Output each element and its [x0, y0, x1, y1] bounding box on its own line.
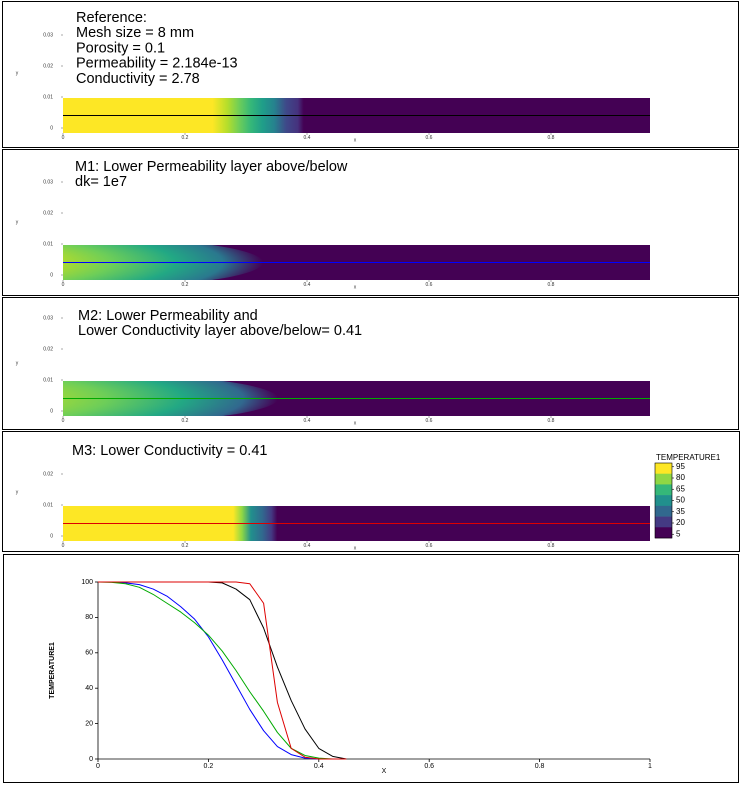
panel-frame — [2, 431, 740, 552]
x-axis-label: x — [354, 137, 357, 143]
x-tick-label: 0.8 — [548, 543, 555, 549]
series-line — [98, 581, 347, 760]
y-tick-label: 0.01 — [43, 377, 53, 383]
panel-text: Conductivity = 2.78 — [76, 71, 200, 87]
chart-frame — [3, 554, 739, 783]
x-axis-label: X — [382, 768, 387, 775]
colorbar-band — [655, 495, 672, 507]
y-tick-label: 0 — [50, 125, 53, 131]
colorbar-tick-label: 35 — [676, 507, 685, 516]
y-tick-label: 0.02 — [43, 346, 53, 352]
x-tick-label: 0.4 — [304, 418, 311, 424]
y-axis-label: TEMPERATURE1 — [49, 642, 56, 699]
x-axis-label: x — [354, 420, 357, 426]
x-tick-label: 0.4 — [304, 135, 311, 141]
y-tick-label: 0.03 — [43, 179, 53, 185]
y-tick-label: 40 — [85, 685, 93, 692]
x-tick-label: 0.2 — [182, 418, 189, 424]
y-tick-label: 0 — [50, 533, 53, 539]
x-axis-label: x — [354, 545, 357, 551]
y-axis-label: y — [16, 360, 19, 366]
y-tick-label: 0 — [89, 756, 93, 763]
colorbar-tick-label: 95 — [676, 462, 685, 471]
colorbar-band — [655, 463, 672, 475]
x-tick-label: 0.6 — [426, 135, 433, 141]
y-tick-label: 0.01 — [43, 94, 53, 100]
colorbar-tick-label: 65 — [676, 484, 685, 493]
x-tick-label: 0.4 — [304, 543, 311, 549]
y-tick-label: 0.03 — [43, 32, 53, 38]
y-tick-label: 0.02 — [43, 471, 53, 477]
panel-text: Porosity = 0.1 — [76, 40, 165, 56]
y-tick-label: 0.03 — [43, 315, 53, 321]
y-tick-label: 0.01 — [43, 241, 53, 247]
panel-text: Mesh size = 8 mm — [76, 25, 194, 41]
series-line — [97, 581, 347, 760]
x-tick-label: 0.4 — [314, 763, 324, 770]
colorbar-band — [655, 527, 672, 539]
panel-frame — [2, 149, 739, 296]
y-tick-label: 80 — [85, 614, 93, 621]
colorbar-tick-label: 20 — [676, 518, 685, 527]
x-tick-label: 0 — [62, 282, 65, 288]
colorbar-title: TEMPERATURE1 — [656, 453, 721, 462]
panel-text: Reference: — [76, 10, 147, 26]
y-tick-label: 100 — [81, 579, 93, 586]
panel-text: M1: Lower Permeability layer above/below — [75, 159, 348, 175]
x-tick-label: 1 — [648, 763, 652, 770]
x-tick-label: 0 — [62, 543, 65, 549]
x-tick-label: 0.8 — [535, 763, 545, 770]
y-tick-label: 0.02 — [43, 63, 53, 69]
colorbar-tick-label: 80 — [676, 473, 685, 482]
x-tick-label: 0.8 — [548, 135, 555, 141]
x-tick-label: 0.6 — [424, 763, 434, 770]
y-tick-label: 0.02 — [43, 210, 53, 216]
colorbar-band — [655, 473, 672, 485]
x-tick-label: 0.2 — [182, 543, 189, 549]
x-tick-label: 0.4 — [304, 282, 311, 288]
x-tick-label: 0.6 — [426, 418, 433, 424]
panel-text: Permeability = 2.184e-13 — [76, 56, 238, 72]
y-axis-label: y — [16, 219, 19, 225]
colorbar-tick-label: 50 — [676, 496, 685, 505]
y-axis-label: y — [16, 489, 19, 495]
colorbar-tick-label: 5 — [676, 529, 681, 538]
y-tick-label: 0 — [50, 272, 53, 278]
panel-text: M2: Lower Permeability and — [78, 308, 258, 324]
panel-frame — [2, 297, 739, 430]
y-tick-label: 20 — [85, 720, 93, 727]
colorbar-band — [655, 516, 672, 528]
series-line — [98, 581, 347, 760]
panel-text: M3: Lower Conductivity = 0.41 — [72, 443, 267, 459]
x-tick-label: 0 — [62, 135, 65, 141]
panel-frame — [2, 1, 739, 148]
colorbar-band — [655, 484, 672, 496]
x-tick-label: 0.8 — [548, 282, 555, 288]
x-tick-label: 0 — [96, 763, 100, 770]
x-tick-label: 0.2 — [182, 135, 189, 141]
series-line — [98, 581, 347, 760]
x-tick-label: 0.6 — [426, 543, 433, 549]
x-tick-label: 0 — [62, 418, 65, 424]
panel-text: Lower Conductivity layer above/below= 0.… — [78, 323, 362, 339]
x-tick-label: 0.2 — [182, 282, 189, 288]
y-tick-label: 60 — [85, 650, 93, 657]
x-tick-label: 0.6 — [426, 282, 433, 288]
colorbar-band — [655, 505, 672, 517]
y-tick-label: 0.01 — [43, 502, 53, 508]
x-axis-label: x — [354, 284, 357, 290]
x-tick-label: 0.2 — [204, 763, 214, 770]
y-axis-label: y — [16, 70, 19, 76]
panel-text: dk= 1e7 — [75, 174, 127, 190]
y-tick-label: 0 — [50, 408, 53, 414]
x-tick-label: 0.8 — [548, 418, 555, 424]
